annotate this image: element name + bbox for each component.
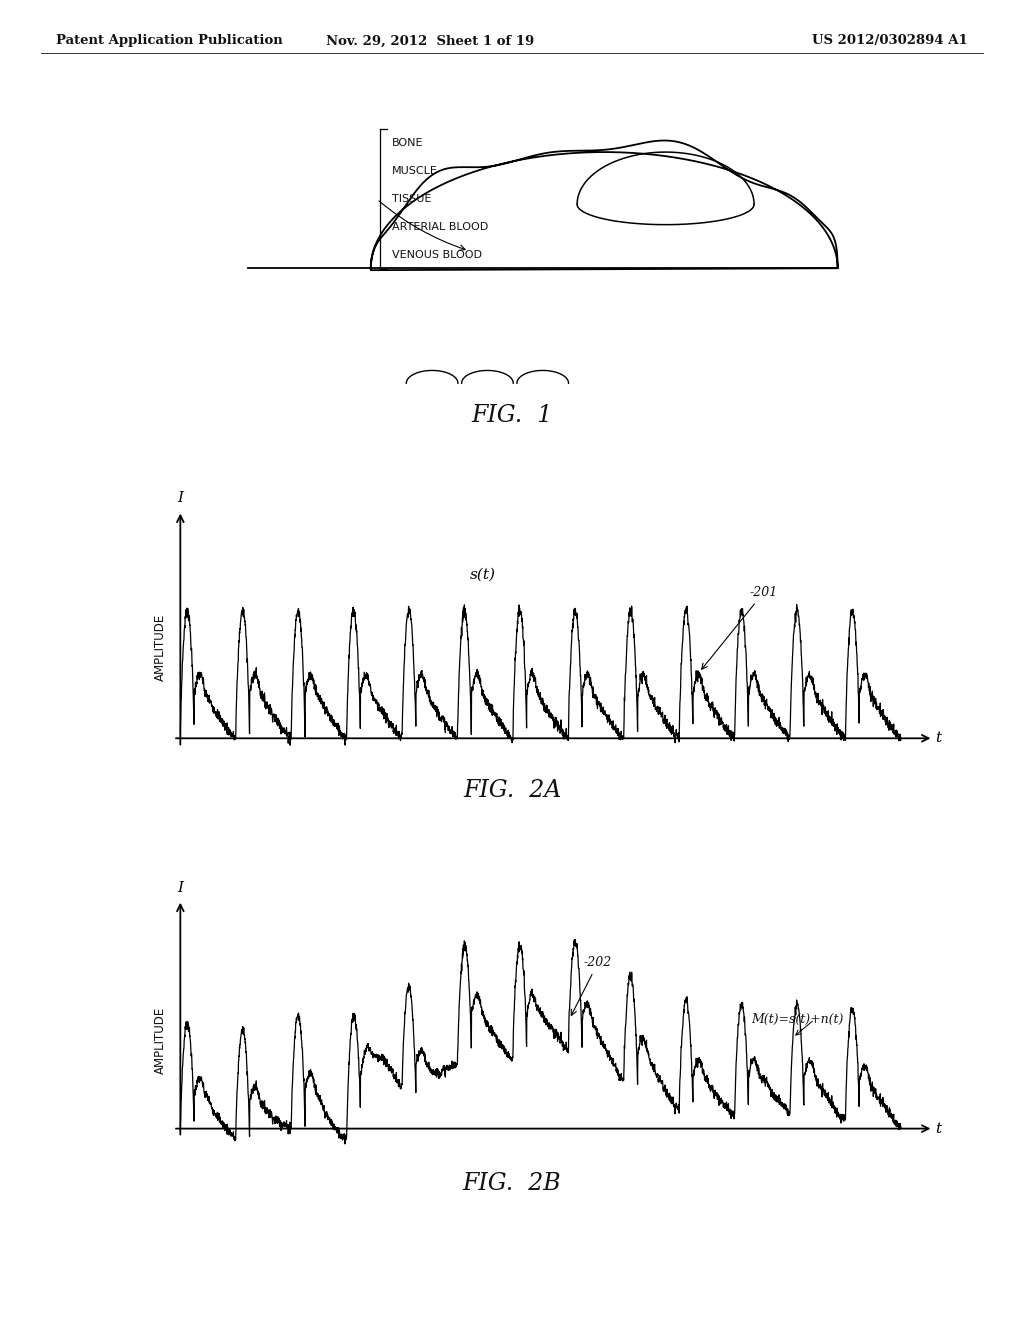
Text: t: t (936, 731, 942, 746)
Text: VENOUS BLOOD: VENOUS BLOOD (392, 249, 482, 260)
Text: FIG.  1: FIG. 1 (471, 404, 553, 426)
Text: Patent Application Publication: Patent Application Publication (56, 34, 283, 48)
Text: BONE: BONE (392, 139, 424, 148)
Text: AMPLITUDE: AMPLITUDE (154, 614, 167, 681)
Text: -202: -202 (571, 956, 612, 1015)
Text: FIG.  2B: FIG. 2B (463, 1172, 561, 1195)
Text: AMPLITUDE: AMPLITUDE (154, 1007, 167, 1074)
Text: -201: -201 (701, 586, 778, 669)
Text: FIG.  2A: FIG. 2A (463, 779, 561, 801)
Text: I: I (177, 491, 183, 506)
Text: I: I (177, 880, 183, 895)
Text: ARTERIAL BLOOD: ARTERIAL BLOOD (392, 222, 488, 232)
Text: US 2012/0302894 A1: US 2012/0302894 A1 (812, 34, 968, 48)
Text: MUSCLE: MUSCLE (392, 166, 438, 177)
Text: s(t): s(t) (470, 568, 496, 581)
Text: M(t)=s(t)+n(t): M(t)=s(t)+n(t) (751, 1012, 844, 1026)
Text: TISSUE: TISSUE (392, 194, 431, 205)
Text: t: t (936, 1122, 942, 1135)
Text: Nov. 29, 2012  Sheet 1 of 19: Nov. 29, 2012 Sheet 1 of 19 (326, 34, 535, 48)
